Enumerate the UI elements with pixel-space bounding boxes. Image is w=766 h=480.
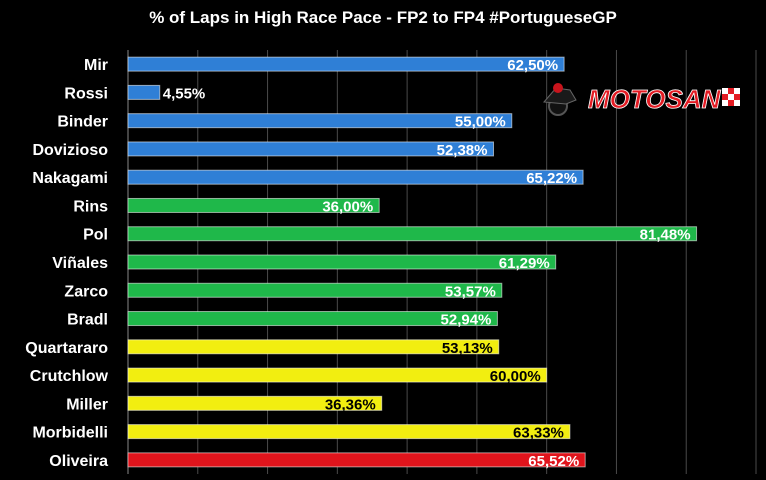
bar-layer <box>127 56 698 468</box>
bar <box>127 56 565 72</box>
value-label: 62,50% <box>507 57 558 74</box>
category-label: Rossi <box>64 85 108 102</box>
bar <box>127 311 498 327</box>
value-label: 65,22% <box>526 170 577 187</box>
value-label: 36,36% <box>325 396 376 413</box>
bar <box>127 226 698 242</box>
value-label: 53,13% <box>442 340 493 357</box>
category-label: Viñales <box>52 255 108 272</box>
checkered-flag-icon <box>722 88 740 106</box>
category-label: Crutchlow <box>30 368 109 385</box>
bar <box>127 141 494 157</box>
value-label: 63,33% <box>513 425 564 442</box>
category-label: Morbidelli <box>32 425 108 442</box>
bar <box>127 282 503 298</box>
value-label: 60,00% <box>490 368 541 385</box>
value-label: 61,29% <box>499 255 550 272</box>
label-layer: Mir 62,50% Rossi 4,55% Binder 55,00% Dovizioso… <box>25 57 690 470</box>
chart-title: % of Laps in High Race Pace - FP2 to FP4… <box>149 8 617 27</box>
category-label: Rins <box>73 198 108 215</box>
category-label: Miller <box>66 396 108 413</box>
category-label: Pol <box>83 227 108 244</box>
value-label: 81,48% <box>640 227 691 244</box>
category-label: Oliveira <box>49 453 108 470</box>
category-label: Nakagami <box>32 170 108 187</box>
value-label: 52,38% <box>437 142 488 159</box>
category-label: Dovizioso <box>32 142 108 159</box>
bar <box>127 367 548 383</box>
bar <box>127 113 513 129</box>
bar <box>127 395 383 411</box>
bar <box>127 169 584 185</box>
category-label: Bradl <box>67 312 108 329</box>
bar <box>127 254 557 270</box>
value-label: 53,57% <box>445 283 496 300</box>
category-label: Binder <box>57 114 108 131</box>
value-label: 36,00% <box>322 198 373 215</box>
category-label: Zarco <box>64 283 108 300</box>
bar <box>127 84 161 100</box>
value-label: 4,55% <box>163 85 206 102</box>
bar <box>127 452 586 468</box>
bar <box>127 424 571 440</box>
value-label: 55,00% <box>455 114 506 131</box>
logo-wordmark: MOTOSAN <box>588 84 722 114</box>
bar <box>127 339 500 355</box>
bar <box>127 197 380 213</box>
motosan-logo: MOTOSAN <box>542 83 740 116</box>
category-label: Mir <box>84 57 108 74</box>
value-label: 52,94% <box>441 312 492 329</box>
motorcycle-rider-icon <box>542 83 577 116</box>
value-label: 65,52% <box>528 453 579 470</box>
category-label: Quartararo <box>25 340 108 357</box>
